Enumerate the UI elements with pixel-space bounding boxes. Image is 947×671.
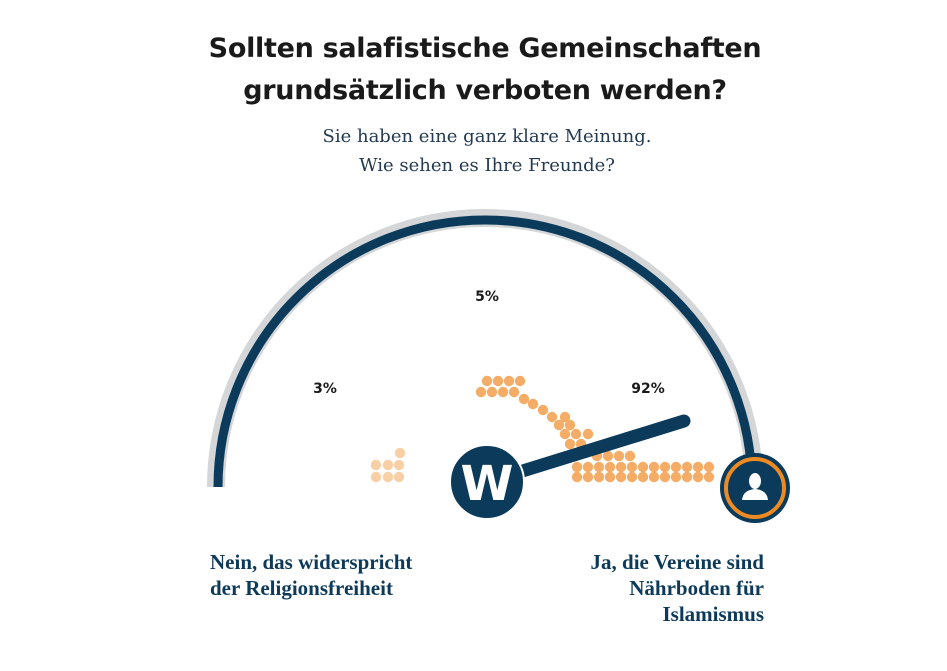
- vote-dot: [648, 471, 660, 483]
- subtitle-line-1: Sie haben eine ganz klare Meinung.: [322, 126, 652, 147]
- vote-dot: [475, 386, 487, 398]
- label-line: Ja, die Vereine sind: [590, 550, 764, 574]
- vote-dot: [659, 461, 671, 473]
- vote-dot: [593, 471, 605, 483]
- vote-dot: [582, 428, 594, 440]
- vote-dot: [570, 428, 582, 440]
- vote-dot: [527, 398, 539, 410]
- title-line-2: grundsätzlich verboten werden?: [243, 75, 727, 106]
- vote-dot: [692, 461, 704, 473]
- vote-dot: [624, 450, 636, 462]
- vote-dot: [626, 461, 638, 473]
- label-line: Nährboden für: [629, 576, 764, 600]
- logo-w-icon: W: [449, 444, 525, 520]
- vote-dot: [571, 461, 583, 473]
- vote-dot: [559, 428, 571, 440]
- subtitle-line-2: Wie sehen es Ihre Freunde?: [359, 155, 615, 176]
- vote-dot: [503, 375, 515, 387]
- label-line: Islamismus: [662, 602, 764, 626]
- vote-dot: [382, 471, 394, 483]
- vote-dot: [659, 471, 671, 483]
- vote-dot: [486, 386, 498, 398]
- logo-letter: W: [461, 456, 514, 512]
- vote-dot: [670, 471, 682, 483]
- label-line: der Religionsfreiheit: [210, 576, 393, 600]
- vote-dot: [637, 461, 649, 473]
- vote-dot: [681, 461, 693, 473]
- vote-dot: [593, 461, 605, 473]
- vote-dot: [670, 461, 682, 473]
- vote-dot: [370, 459, 382, 471]
- user-icon[interactable]: [720, 453, 790, 523]
- vote-dot: [518, 393, 530, 405]
- vote-dot: [393, 459, 405, 471]
- vote-dot: [604, 471, 616, 483]
- vote-dot: [481, 375, 493, 387]
- vote-dot: [564, 438, 576, 450]
- vote-dot: [370, 471, 382, 483]
- vote-dot: [394, 447, 406, 459]
- answer-label-nein[interactable]: Nein, das widerspricht der Religionsfrei…: [210, 549, 412, 601]
- vote-dot: [582, 461, 594, 473]
- vote-dot: [492, 375, 504, 387]
- vote-dot: [582, 471, 594, 483]
- percent-label-ja: 92%: [631, 381, 665, 397]
- vote-dot: [382, 459, 394, 471]
- vote-dot: [393, 471, 405, 483]
- vote-dot: [571, 471, 583, 483]
- vote-dot: [613, 450, 625, 462]
- vote-dot: [604, 461, 616, 473]
- label-line: Nein, das widerspricht: [210, 550, 413, 574]
- subtitle: Sie haben eine ganz klare Meinung. Wie s…: [0, 122, 947, 180]
- vote-dot: [626, 471, 638, 483]
- vote-dots: [370, 375, 715, 483]
- vote-dot: [602, 450, 614, 462]
- vote-dot: [514, 375, 526, 387]
- vote-dot: [537, 404, 549, 416]
- vote-dot: [559, 411, 571, 423]
- vote-dot: [648, 461, 660, 473]
- vote-dot: [637, 471, 649, 483]
- vote-dot: [703, 471, 715, 483]
- vote-dot: [497, 386, 509, 398]
- vote-dot: [703, 461, 715, 473]
- gauge-arc: [213, 215, 757, 488]
- percent-label-middle: 5%: [475, 289, 499, 305]
- vote-dot: [546, 411, 558, 423]
- question-title: Sollten salafistische Gemeinschaften gru…: [0, 28, 947, 112]
- answer-label-ja[interactable]: Ja, die Vereine sind Nährboden für Islam…: [591, 549, 764, 627]
- percent-label-nein: 3%: [313, 381, 337, 397]
- vote-dot: [615, 471, 627, 483]
- vote-dot: [615, 461, 627, 473]
- vote-dot: [564, 419, 576, 431]
- title-line-1: Sollten salafistische Gemeinschaften: [208, 33, 762, 64]
- vote-dot: [508, 386, 520, 398]
- vote-dot: [681, 471, 693, 483]
- vote-dot: [692, 471, 704, 483]
- vote-dot: [553, 419, 565, 431]
